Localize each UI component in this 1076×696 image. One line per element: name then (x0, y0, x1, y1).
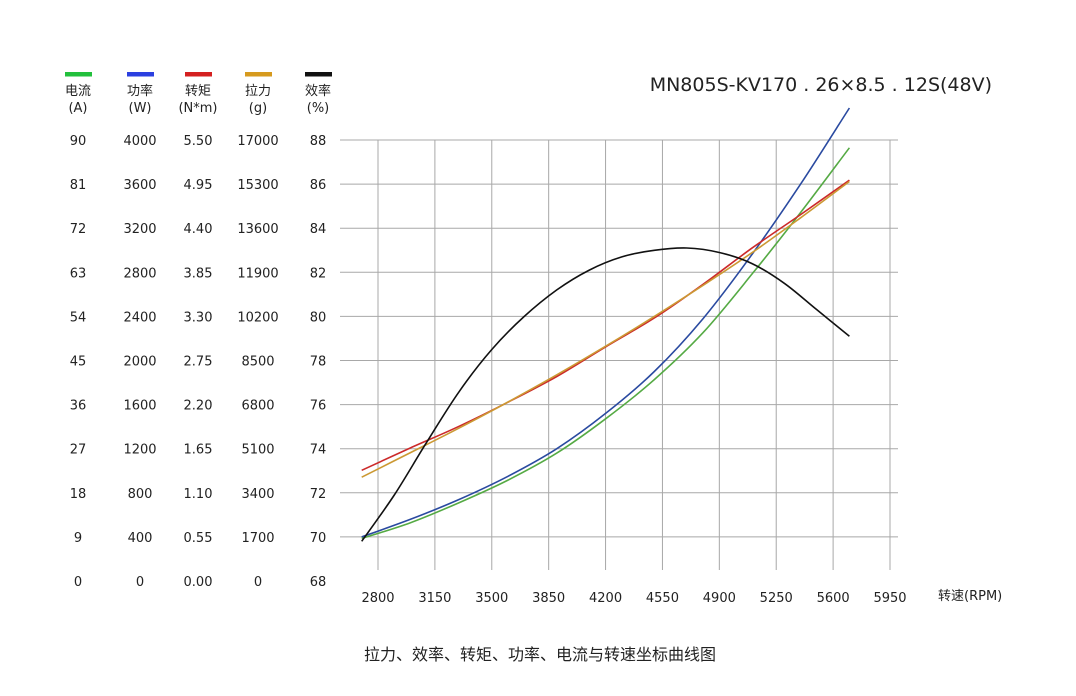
legend-swatch-torque (185, 72, 212, 77)
y-tick-torque: 1.65 (184, 443, 213, 458)
y-tick-torque: 3.85 (184, 266, 213, 281)
legend-swatch-current (65, 72, 92, 77)
series-line-power (361, 107, 851, 538)
y-tick-power: 3200 (123, 222, 156, 237)
axis-name-efficiency: 效率 (305, 83, 331, 99)
axis-name-torque: 转矩 (185, 84, 211, 99)
y-tick-power: 400 (128, 531, 153, 546)
y-tick-efficiency: 86 (310, 178, 327, 193)
y-tick-thrust: 13600 (237, 222, 278, 237)
chart-caption: 拉力、效率、转矩、功率、电流与转速坐标曲线图 (364, 645, 716, 664)
y-tick-efficiency: 84 (310, 222, 327, 237)
grid (340, 139, 898, 570)
series-line-thrust (361, 180, 850, 478)
axis-unit-power: (W) (129, 101, 152, 116)
y-tick-thrust: 1700 (241, 531, 274, 546)
y-tick-efficiency: 74 (310, 443, 327, 458)
legend-swatch-efficiency (305, 72, 332, 77)
axis-unit-torque: (N*m) (178, 101, 217, 116)
axis-name-thrust: 拉力 (245, 84, 271, 99)
y-tick-columns: 0918273645546372819004008001200160020002… (70, 134, 327, 590)
x-tick-label: 5950 (873, 591, 906, 606)
x-axis-label: 转速(RPM) (938, 589, 1002, 604)
x-tick-label: 4900 (703, 591, 736, 606)
y-tick-power: 3600 (123, 178, 156, 193)
y-tick-power: 2800 (123, 266, 156, 281)
axis-unit-thrust: (g) (249, 101, 267, 116)
series-line-current (361, 147, 851, 540)
y-tick-power: 1200 (123, 443, 156, 458)
y-tick-current: 81 (70, 178, 87, 193)
x-tick-label: 5250 (760, 591, 793, 606)
y-tick-torque: 0.55 (184, 531, 213, 546)
axis-name-current: 电流 (65, 84, 91, 99)
y-tick-power: 2400 (123, 310, 156, 325)
y-tick-efficiency: 80 (310, 310, 327, 325)
y-tick-efficiency: 68 (310, 575, 327, 590)
y-tick-power: 2000 (123, 355, 156, 370)
y-tick-current: 9 (74, 531, 82, 546)
y-tick-power: 4000 (123, 134, 156, 149)
x-tick-label: 5600 (817, 591, 850, 606)
y-tick-torque: 1.10 (184, 487, 213, 502)
y-tick-torque: 2.20 (184, 399, 213, 414)
y-tick-efficiency: 70 (310, 531, 327, 546)
axis-unit-efficiency: (%) (307, 101, 330, 116)
x-tick-label: 4550 (646, 591, 679, 606)
y-tick-torque: 3.30 (184, 310, 213, 325)
y-tick-current: 36 (70, 399, 87, 414)
x-tick-labels: 2800 3150 3500 3850 4200 4550 4900 5250 5600 5950 (361, 591, 906, 606)
y-tick-efficiency: 72 (310, 487, 327, 502)
chart-title: MN805S-KV170 . 26×8.5 . 12S(48V) (650, 74, 992, 96)
y-tick-torque: 4.40 (184, 222, 213, 237)
y-tick-torque: 2.75 (184, 355, 213, 370)
y-tick-efficiency: 82 (310, 266, 327, 281)
y-tick-current: 63 (70, 266, 87, 281)
x-tick-label: 3150 (418, 591, 451, 606)
y-tick-thrust: 5100 (241, 443, 274, 458)
y-tick-current: 18 (70, 487, 87, 502)
y-tick-power: 1600 (123, 399, 156, 414)
x-tick-label: 3850 (532, 591, 565, 606)
x-tick-label: 3500 (475, 591, 508, 606)
x-tick-label: 2800 (361, 591, 394, 606)
y-tick-power: 800 (128, 487, 153, 502)
y-tick-efficiency: 88 (310, 134, 327, 149)
axis-name-power: 功率 (127, 83, 153, 99)
y-tick-current: 72 (70, 222, 87, 237)
y-tick-thrust: 15300 (237, 178, 278, 193)
y-tick-thrust: 17000 (237, 134, 278, 149)
y-tick-current: 45 (70, 355, 87, 370)
legend-swatch-thrust (245, 72, 272, 77)
y-tick-torque: 4.95 (184, 178, 213, 193)
y-tick-current: 54 (70, 310, 87, 325)
y-tick-thrust: 0 (254, 575, 262, 590)
y-tick-torque: 5.50 (184, 134, 213, 149)
legend-swatch-power (127, 72, 154, 77)
y-tick-thrust: 3400 (241, 487, 274, 502)
y-tick-power: 0 (136, 575, 144, 590)
y-tick-efficiency: 78 (310, 355, 327, 370)
x-tick-label: 4200 (589, 591, 622, 606)
axis-headers: 电流 (A) 功率 (W) 转矩 (N*m) 拉力 (g) 效率 (%) (65, 72, 332, 116)
y-tick-thrust: 11900 (237, 266, 278, 281)
y-tick-thrust: 6800 (241, 399, 274, 414)
y-tick-current: 0 (74, 575, 82, 590)
y-tick-efficiency: 76 (310, 399, 327, 414)
y-tick-current: 27 (70, 443, 87, 458)
series-lines (361, 107, 851, 542)
y-tick-thrust: 10200 (237, 310, 278, 325)
series-line-efficiency (361, 247, 850, 542)
axis-unit-current: (A) (68, 101, 87, 116)
y-tick-current: 90 (70, 134, 87, 149)
y-tick-thrust: 8500 (241, 355, 274, 370)
y-tick-torque: 0.00 (184, 575, 213, 590)
